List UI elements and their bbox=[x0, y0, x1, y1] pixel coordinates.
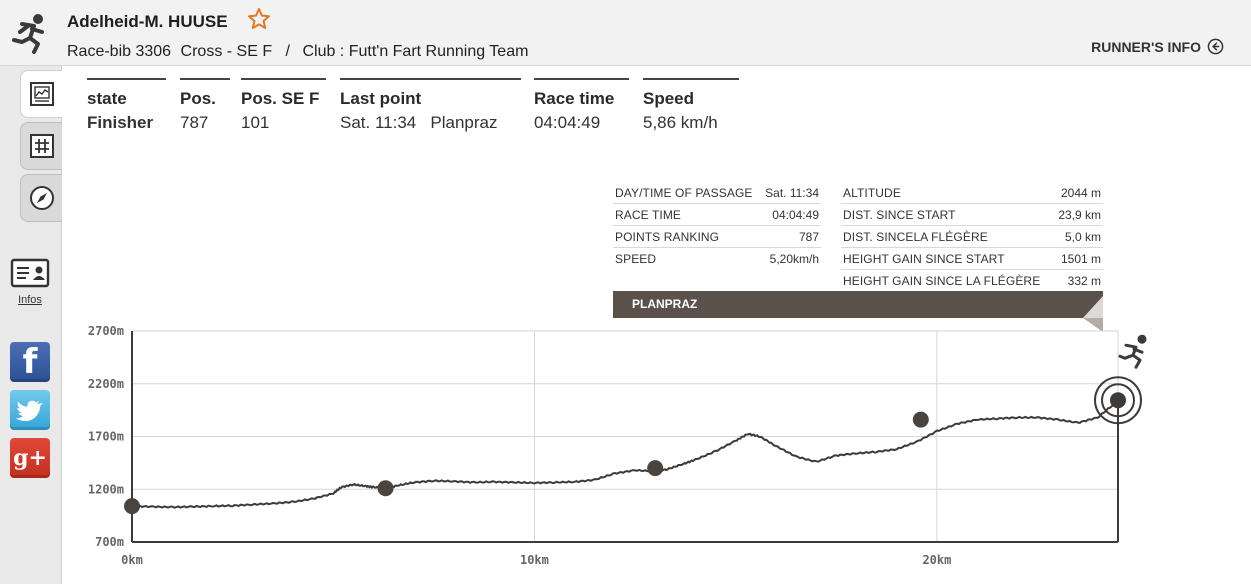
passage-row: HEIGHT GAIN SINCE LA FLÉGÈRE 332 m bbox=[841, 270, 1103, 292]
stat-race-time: Race time 04:04:49 bbox=[534, 78, 629, 133]
stat-speed-label: Speed bbox=[643, 89, 695, 108]
passage-value: 2044 m bbox=[1060, 185, 1101, 200]
stat-last-point: Last point Sat. 11:34 Planpraz bbox=[340, 78, 521, 133]
passage-info-right: ALTITUDE 2044 m DIST. SINCE START 23,9 km … bbox=[841, 182, 1103, 292]
stat-position-value: 787 bbox=[180, 113, 209, 132]
tab-grid[interactable] bbox=[20, 122, 62, 170]
bar-fold-corner bbox=[1083, 296, 1103, 332]
tab-compass[interactable] bbox=[20, 174, 62, 222]
stat-speed: Speed 5,86 km/h bbox=[643, 78, 739, 133]
passage-value: 1501 m bbox=[1060, 251, 1101, 266]
checkpoint-marker bbox=[124, 498, 140, 515]
passage-row: ALTITUDE 2044 m bbox=[841, 182, 1103, 204]
passage-key: DAY/TIME OF PASSAGE bbox=[615, 185, 753, 200]
stat-state: state Finisher bbox=[87, 78, 166, 133]
y-tick-label: 700m bbox=[95, 535, 124, 549]
passage-row: SPEED 5,20km/h bbox=[613, 248, 821, 270]
infos-button[interactable]: Infos bbox=[8, 258, 52, 306]
checkpoint-marker bbox=[912, 411, 929, 428]
runner-details: Race-bib 3306 Cross - SE F / Club : Futt… bbox=[67, 43, 533, 61]
stat-category-position-value: 101 bbox=[241, 113, 270, 132]
passage-key: DIST. SINCE START bbox=[843, 207, 956, 222]
twitter-share-button[interactable] bbox=[10, 390, 50, 430]
stat-last-point-label: Last point bbox=[340, 89, 422, 108]
runners-info-label: RUNNER'S INFO bbox=[1091, 38, 1201, 55]
back-arrow-icon bbox=[1207, 38, 1224, 55]
left-sidebar: Infos f g+ bbox=[0, 66, 62, 584]
passage-value: 5,20km/h bbox=[769, 252, 819, 266]
checkpoint-name-bar: PLANPRAZ bbox=[613, 291, 1103, 318]
passage-value: 04:04:49 bbox=[772, 207, 819, 222]
passage-row: RACE TIME 04:04:49 bbox=[613, 204, 821, 226]
stat-state-label: state bbox=[87, 89, 127, 108]
passage-row: POINTS RANKING 787 bbox=[613, 226, 821, 248]
current-position-ring bbox=[1101, 383, 1135, 418]
passage-value: 787 bbox=[798, 229, 819, 244]
y-tick-label: 1700m bbox=[88, 430, 124, 444]
x-tick-label: 20km bbox=[922, 553, 951, 567]
google-plus-share-button[interactable]: g+ bbox=[10, 438, 50, 478]
passage-row: DAY/TIME OF PASSAGE Sat. 11:34 bbox=[613, 182, 821, 204]
passage-key: ALTITUDE bbox=[843, 185, 901, 200]
runner-header: Adelheid-M. HUUSE Race-bib 3306 Cross - … bbox=[0, 0, 1251, 66]
separator: / bbox=[285, 43, 290, 60]
id-card-icon bbox=[10, 258, 50, 288]
checkpoint-marker bbox=[377, 480, 394, 497]
favorite-star-icon[interactable] bbox=[247, 7, 271, 31]
infos-label: Infos bbox=[18, 294, 42, 306]
chart-icon bbox=[29, 82, 54, 106]
stat-position-label: Pos. bbox=[180, 89, 216, 108]
checkpoint-marker bbox=[647, 460, 664, 477]
current-runner-icon bbox=[1118, 334, 1147, 369]
runner-icon bbox=[12, 14, 44, 54]
runners-info-link[interactable]: RUNNER'S INFO bbox=[1091, 38, 1224, 55]
stat-category-position-label: Pos. SE F bbox=[241, 89, 320, 108]
passage-key: HEIGHT GAIN SINCE START bbox=[843, 251, 1005, 266]
elevation-line bbox=[131, 399, 1119, 509]
grid-icon bbox=[29, 134, 54, 158]
stat-speed-value: 5,86 km/h bbox=[643, 113, 718, 132]
stat-race-time-label: Race time bbox=[534, 89, 615, 108]
passage-key: POINTS RANKING bbox=[615, 229, 720, 244]
passage-value: 5,0 km bbox=[1064, 229, 1101, 244]
passage-key: RACE TIME bbox=[615, 207, 682, 222]
y-tick-label: 2200m bbox=[88, 377, 124, 391]
passage-info-left: DAY/TIME OF PASSAGE Sat. 11:34 RACE TIME 0… bbox=[613, 182, 821, 270]
compass-icon bbox=[29, 186, 54, 210]
facebook-share-button[interactable]: f bbox=[10, 342, 50, 382]
passage-key: HEIGHT GAIN SINCE LA FLÉGÈRE bbox=[843, 274, 1041, 288]
passage-row: DIST. SINCE START 23,9 km bbox=[841, 204, 1103, 226]
passage-row: DIST. SINCELA FLÉGÈRE 5,0 km bbox=[841, 226, 1103, 248]
x-tick-label: 0km bbox=[121, 553, 143, 567]
runner-category: Cross - SE F bbox=[180, 43, 273, 60]
stat-last-point-value: Sat. 11:34 Planpraz bbox=[340, 113, 498, 132]
passage-row: HEIGHT GAIN SINCE START 1501 m bbox=[841, 248, 1103, 270]
elevation-profile-chart[interactable]: 700m 1200m 1700m 2200m 2700m 0km 10km 20km bbox=[62, 318, 1251, 584]
stat-category-position: Pos. SE F 101 bbox=[241, 78, 326, 133]
checkpoint-marker bbox=[1110, 392, 1126, 409]
y-tick-label: 2700m bbox=[88, 324, 124, 338]
stat-state-value: Finisher bbox=[87, 113, 154, 132]
google-plus-icon: g+ bbox=[13, 445, 47, 471]
current-position-ring bbox=[1094, 376, 1142, 425]
race-bib: Race-bib 3306 bbox=[67, 43, 172, 60]
facebook-icon: f bbox=[22, 342, 38, 382]
tab-profile-chart[interactable] bbox=[20, 70, 62, 118]
passage-key: DIST. SINCELA FLÉGÈRE bbox=[843, 229, 988, 244]
runner-name: Adelheid-M. HUUSE bbox=[67, 12, 228, 31]
passage-value: 332 m bbox=[1067, 274, 1101, 288]
y-tick-label: 1200m bbox=[88, 482, 124, 496]
runner-club: Club : Futt'n Fart Running Team bbox=[302, 43, 529, 60]
twitter-icon bbox=[15, 400, 43, 422]
stat-race-time-value: 04:04:49 bbox=[534, 113, 601, 132]
passage-value: Sat. 11:34 bbox=[765, 185, 819, 200]
passage-value: 23,9 km bbox=[1058, 207, 1101, 222]
x-tick-label: 10km bbox=[520, 553, 549, 567]
stat-position: Pos. 787 bbox=[180, 78, 230, 133]
passage-key: SPEED bbox=[615, 252, 657, 266]
